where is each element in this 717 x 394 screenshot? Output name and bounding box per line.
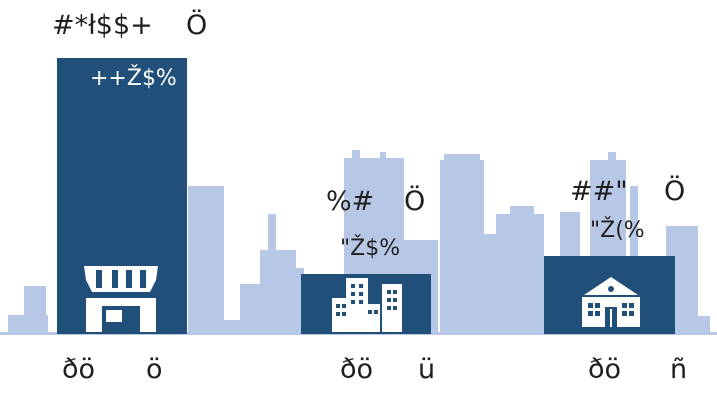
col3-bottom-left-label: ðö [588, 354, 622, 385]
col3-top-left-label: ##" [570, 176, 628, 207]
col1-top-right-label: Ö [186, 10, 208, 41]
col1-bottom-left-label: ðö [62, 354, 96, 385]
school-building-icon [582, 277, 640, 327]
col2-inner-label: "Ž$% [340, 236, 401, 261]
col2-bottom-left-label: ðö [340, 354, 374, 385]
office-buildings-icon [332, 278, 402, 332]
col1-inner-label: ++Ž$% [90, 66, 177, 91]
col1-top-left-label: #*ł$$+ [52, 10, 153, 41]
col3-top-right-label: Ö [664, 176, 686, 207]
storefront-icon [84, 266, 158, 332]
col2-top-left-label: %# [326, 186, 375, 217]
col3-inner-label: "Ž(% [590, 218, 645, 243]
col3-bottom-right-label: ñ [670, 354, 688, 385]
col2-top-right-label: Ö [404, 186, 426, 217]
col1-bottom-right-label: ö [146, 354, 163, 385]
col2-bottom-right-label: ü [418, 354, 436, 385]
